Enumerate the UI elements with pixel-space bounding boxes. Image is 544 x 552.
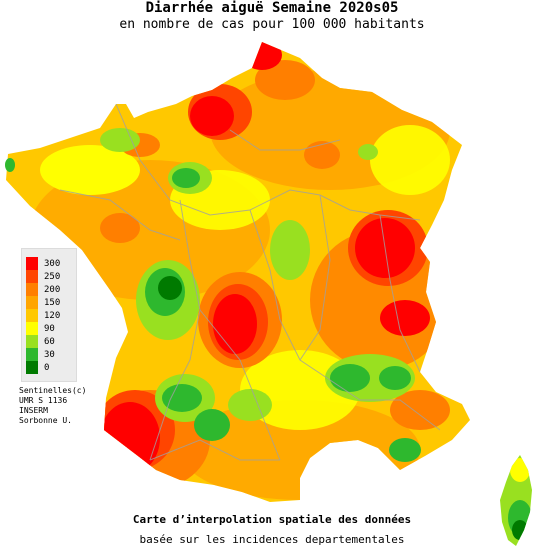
legend-item: 30	[26, 348, 74, 361]
credit-line: Sentinelles(c)	[19, 386, 87, 395]
legend-swatch	[26, 309, 38, 322]
legend-item: 120	[26, 309, 74, 322]
footer-subtitle: basée sur les incidences departementales	[139, 533, 405, 546]
credit-line: Sorbonne U.	[19, 416, 72, 425]
legend-swatch	[26, 361, 38, 374]
legend-label: 30	[44, 350, 55, 360]
mainland-france	[6, 42, 470, 502]
incidence-legend: 300 250 200 150 120 90 60 30 0	[21, 248, 77, 382]
legend-swatch	[26, 296, 38, 309]
legend-label: 0	[44, 363, 50, 373]
legend-item: 300	[26, 257, 74, 270]
credit-line: UMR S 1136	[19, 396, 68, 405]
legend-label: 90	[44, 324, 55, 334]
legend-label: 60	[44, 337, 55, 347]
legend-swatch	[26, 322, 38, 335]
credit-line: INSERM	[19, 406, 48, 415]
brittany-tip	[5, 158, 15, 172]
credits: Sentinelles(c) UMR S 1136 INSERM Sorbonn…	[19, 386, 86, 426]
legend-label: 200	[44, 285, 61, 295]
legend-item: 250	[26, 270, 74, 283]
legend-label: 150	[44, 298, 61, 308]
legend-swatch	[26, 257, 38, 270]
legend-item: 60	[26, 335, 74, 348]
legend-item: 200	[26, 283, 74, 296]
footer-title: Carte d’interpolation spatiale des donné…	[132, 513, 412, 526]
legend-item: 90	[26, 322, 74, 335]
legend-swatch	[26, 270, 38, 283]
legend-swatch	[26, 283, 38, 296]
map-subtitle: en nombre de cas pour 100 000 habitants	[119, 17, 425, 32]
legend-item: 150	[26, 296, 74, 309]
legend-swatch	[26, 335, 38, 348]
map-title: Diarrhée aiguë Semaine 2020s05	[145, 0, 399, 16]
legend-item: 0	[26, 361, 74, 374]
legend-label: 250	[44, 272, 61, 282]
legend-swatch	[26, 348, 38, 361]
legend-label: 300	[44, 259, 61, 269]
legend-label: 120	[44, 311, 61, 321]
